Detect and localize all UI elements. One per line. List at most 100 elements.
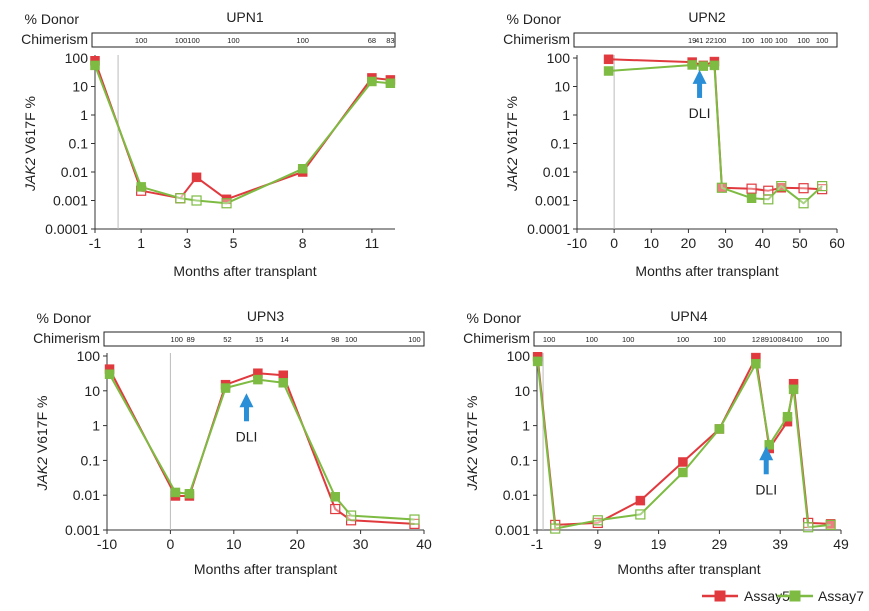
y-tick-label: 1 — [80, 107, 88, 123]
chimerism-value: 100 — [742, 36, 755, 45]
series-line-assay5 — [108, 368, 415, 525]
x-tick-label: 11 — [365, 235, 380, 251]
chimerism-value: 15 — [255, 335, 263, 344]
series-line-assay5 — [536, 356, 831, 526]
chimerism-value: 98 — [331, 335, 339, 344]
data-point-assay7 — [716, 182, 727, 193]
data-point-assay7 — [782, 411, 793, 422]
chimerism-value: 100 — [760, 36, 773, 45]
chimerism-title-line2: Chimerism — [503, 31, 570, 47]
chimerism-title-line2: Chimerism — [463, 330, 530, 346]
x-tick-label: 8 — [299, 235, 307, 251]
chimerism-value: 100 — [797, 36, 810, 45]
y-tick-label: 10 — [84, 383, 100, 399]
data-point-assay5 — [746, 183, 757, 194]
y-tick-label: 0.001 — [535, 193, 570, 209]
data-point-assay7 — [184, 489, 195, 499]
y-axis-title-rest: V617F % — [464, 396, 480, 457]
chimerism-title-line1: % Donor — [507, 11, 562, 27]
x-tick-label: 9 — [594, 536, 602, 552]
data-point-assay7 — [532, 356, 543, 367]
chimerism-value: 100 — [135, 36, 148, 45]
x-tick-label: 3 — [183, 235, 191, 251]
chimerism-value: 100 — [408, 335, 421, 344]
data-point-assay7 — [136, 182, 146, 192]
y-axis-title-rest: V617F % — [22, 96, 38, 157]
chimerism-value: 89100 — [761, 335, 782, 344]
legend-marker-assay5 — [714, 590, 726, 602]
data-point-assay7 — [385, 78, 396, 89]
x-tick-label: -10 — [567, 235, 587, 251]
chimerism-value: 19 — [688, 36, 696, 45]
x-tick-label: 5 — [230, 235, 238, 251]
data-point-assay7 — [330, 492, 340, 502]
chimerism-value: 84100 — [782, 335, 803, 344]
y-tick-label: 0.1 — [69, 136, 89, 152]
chimerism-value: 100 — [816, 36, 829, 45]
dli-arrow-icon — [239, 393, 254, 408]
chimerism-value: 100 — [622, 335, 635, 344]
panel-title: UPN2 — [688, 9, 726, 25]
series-line-assay5 — [94, 60, 391, 201]
x-tick-label: 50 — [792, 235, 808, 251]
data-point-assay5 — [603, 54, 614, 65]
chimerism-value: 100 — [775, 36, 788, 45]
x-tick-label: -1 — [531, 536, 544, 552]
data-point-assay7 — [345, 510, 357, 521]
data-point-assay5 — [191, 172, 202, 183]
y-tick-label: 0.1 — [551, 136, 571, 152]
y-axis-title: JAK2 V617F % — [22, 96, 38, 192]
legend-label-assay7: Assay7 — [818, 588, 864, 604]
chimerism-value: 68 — [368, 36, 376, 45]
data-point-assay7 — [788, 384, 799, 395]
y-axis-title-rest: V617F % — [504, 96, 520, 157]
x-tick-label: 30 — [353, 536, 369, 552]
data-point-assay7 — [678, 467, 688, 478]
chimerism-title-line1: % Donor — [37, 310, 92, 326]
data-point-assay7 — [635, 509, 646, 520]
y-tick-label: 0.01 — [543, 164, 570, 180]
data-point-assay5 — [798, 183, 809, 194]
chimerism-value: 100100 — [175, 36, 200, 45]
x-tick-label: 40 — [755, 235, 771, 251]
legend: Assay5 Assay7 — [702, 588, 864, 604]
y-tick-label: 100 — [77, 348, 101, 364]
x-tick-label: 20 — [289, 536, 305, 552]
x-axis-title: Months after transplant — [194, 561, 337, 577]
x-tick-label: 1 — [137, 235, 145, 251]
data-point-assay7 — [170, 487, 181, 498]
data-point-assay7 — [297, 164, 308, 174]
dli-arrow-icon — [759, 446, 774, 461]
x-tick-label: 60 — [829, 235, 845, 251]
x-tick-label: 40 — [416, 536, 432, 552]
data-point-assay7 — [825, 519, 836, 531]
data-point-assay5 — [763, 185, 774, 196]
y-tick-label: 0.0001 — [527, 221, 570, 237]
y-axis-title: JAK2 V617F % — [504, 96, 520, 192]
chimerism-value: 12 — [752, 335, 760, 344]
y-tick-label: 0.001 — [53, 193, 88, 209]
y-axis-title-rest: V617F % — [34, 396, 50, 457]
data-point-assay7 — [409, 514, 420, 525]
data-point-assay7 — [253, 374, 263, 385]
data-point-assay7 — [798, 198, 809, 209]
x-tick-label: 49 — [833, 536, 849, 552]
y-tick-label: 0.01 — [73, 487, 100, 503]
y-tick-label: 10 — [72, 79, 88, 95]
chimerism-title-line2: Chimerism — [21, 31, 88, 47]
panel-title: UPN4 — [670, 308, 708, 324]
y-tick-label: 0.01 — [503, 487, 530, 503]
data-point-assay5 — [635, 495, 646, 506]
chimerism-value: 100 — [543, 335, 556, 344]
data-point-assay7 — [104, 369, 115, 379]
chimerism-bar — [573, 32, 838, 48]
y-axis-title: JAK2 V617F % — [464, 396, 480, 492]
chimerism-value: 14 — [280, 335, 288, 344]
y-tick-label: 1 — [562, 107, 570, 123]
data-point-assay7 — [550, 523, 561, 534]
chimerism-title-line1: % Donor — [467, 310, 522, 326]
data-point-assay7 — [278, 378, 289, 388]
